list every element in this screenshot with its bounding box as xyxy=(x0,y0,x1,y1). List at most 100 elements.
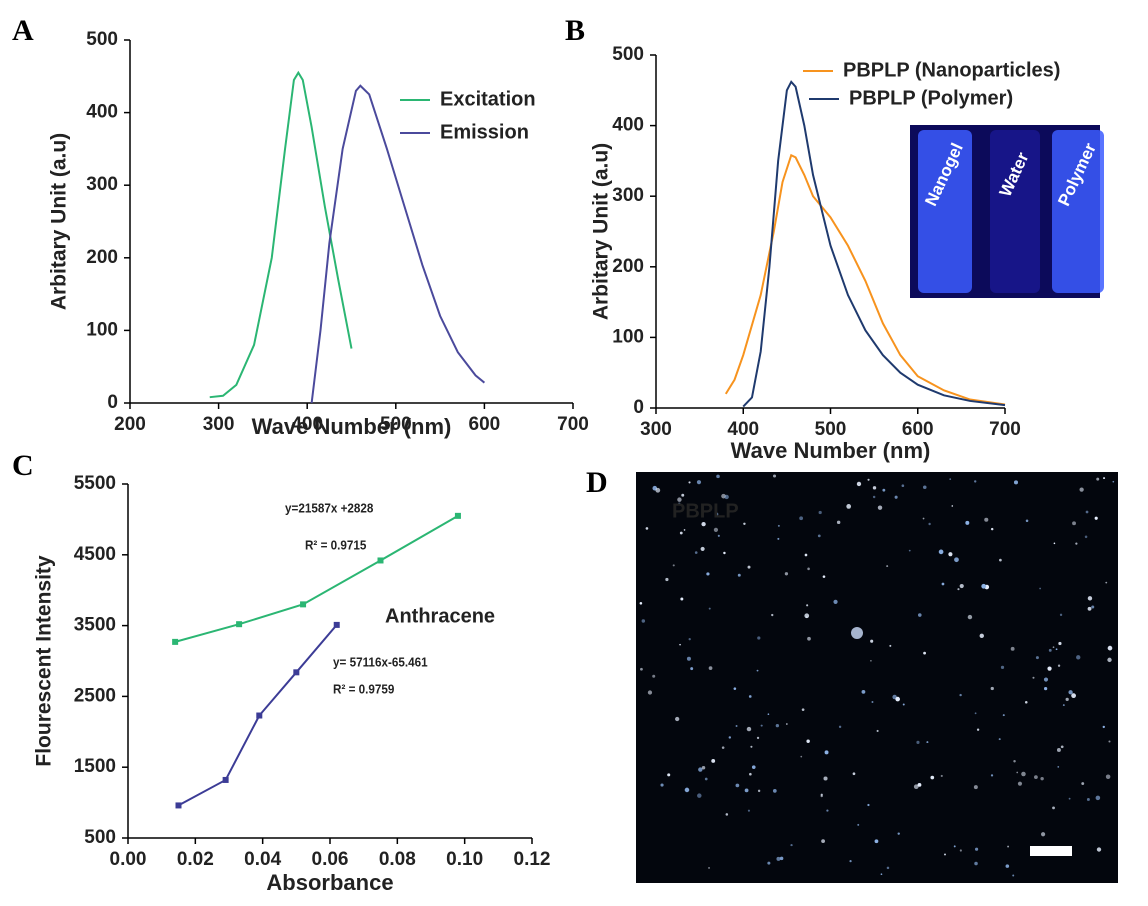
spot xyxy=(1103,477,1106,480)
x-axis-title: Wave Number (nm) xyxy=(252,414,452,439)
y-tick-label: 0 xyxy=(107,392,118,413)
spot xyxy=(990,686,994,691)
spot xyxy=(790,843,793,847)
y-tick-label: 200 xyxy=(86,247,118,268)
spot xyxy=(697,793,702,798)
y-tick-label: 2500 xyxy=(74,685,116,706)
y-tick-label: 400 xyxy=(612,115,644,136)
spot xyxy=(965,520,970,525)
point xyxy=(172,638,179,645)
vial xyxy=(990,130,1040,293)
y-tick-label: 3500 xyxy=(74,615,116,636)
spot xyxy=(807,636,811,641)
spot xyxy=(1016,771,1019,774)
x-tick-label: 0.00 xyxy=(110,849,147,870)
spot xyxy=(1086,797,1090,801)
spot xyxy=(1025,519,1029,522)
x-tick-label: 300 xyxy=(640,419,672,440)
spot xyxy=(721,746,725,749)
spot xyxy=(872,486,877,490)
spot xyxy=(1052,806,1055,810)
spot xyxy=(775,723,780,728)
x-axis-title: Wave Number (nm) xyxy=(731,438,931,463)
x-tick-label: 0.04 xyxy=(244,849,281,870)
point xyxy=(256,712,263,719)
spot xyxy=(1052,646,1055,649)
spot xyxy=(757,636,761,640)
spot xyxy=(975,847,979,851)
spot xyxy=(1072,521,1076,526)
spot xyxy=(800,755,803,758)
spot xyxy=(821,839,825,844)
spot xyxy=(672,564,675,567)
spot xyxy=(949,478,952,480)
spot xyxy=(1047,666,1052,671)
annotation: R² = 0.9715 xyxy=(305,538,367,553)
spot xyxy=(824,750,829,755)
x-tick-label: 200 xyxy=(114,414,146,435)
spot xyxy=(681,493,685,497)
panel-label: B xyxy=(565,14,585,47)
spot xyxy=(667,773,671,777)
spot xyxy=(833,599,838,605)
spot xyxy=(849,860,852,863)
spot xyxy=(641,619,646,623)
spot xyxy=(714,512,719,516)
spot xyxy=(708,607,711,610)
spot xyxy=(806,604,809,607)
point xyxy=(300,601,307,608)
spot xyxy=(822,575,826,578)
spot xyxy=(1108,740,1111,743)
y-tick-label: 4500 xyxy=(74,544,116,565)
y-tick-label: 0 xyxy=(633,397,644,418)
x-tick-label: 0.02 xyxy=(177,849,214,870)
spot xyxy=(1010,646,1015,651)
spot xyxy=(1048,648,1052,652)
spot xyxy=(701,521,706,527)
x-tick-label: 400 xyxy=(291,414,323,435)
spot xyxy=(940,774,943,778)
spot xyxy=(804,613,810,619)
spot xyxy=(917,782,922,787)
spot xyxy=(733,687,737,690)
spot xyxy=(1058,641,1062,646)
x-tick-label: 700 xyxy=(557,414,589,435)
spot xyxy=(1053,542,1056,545)
spot xyxy=(1000,665,1005,669)
spot xyxy=(998,738,1001,741)
spot xyxy=(1102,725,1105,729)
spot xyxy=(917,613,922,617)
y-tick-label: 400 xyxy=(86,102,118,123)
x-tick-label: 300 xyxy=(203,414,235,435)
spot xyxy=(777,537,780,540)
legend-label: Emission xyxy=(440,121,529,143)
spot xyxy=(953,845,956,848)
spot xyxy=(1065,697,1069,701)
spot xyxy=(1091,605,1095,609)
spot xyxy=(1062,704,1065,707)
spot xyxy=(713,527,719,532)
spot xyxy=(737,573,741,577)
spot xyxy=(767,861,771,865)
spot xyxy=(1071,693,1076,699)
spot xyxy=(688,481,691,484)
spot xyxy=(647,690,653,695)
spot xyxy=(756,736,760,740)
spot xyxy=(1055,648,1058,651)
spot xyxy=(747,565,751,569)
spot xyxy=(701,766,706,770)
spot xyxy=(818,510,822,515)
spot xyxy=(1032,676,1035,679)
spot xyxy=(756,669,759,672)
spot xyxy=(1060,745,1064,749)
spot xyxy=(698,767,703,772)
x-tick-label: 0.08 xyxy=(379,849,416,870)
annotation: y= 57116x-65.461 xyxy=(333,655,428,670)
spot xyxy=(913,784,919,790)
spot xyxy=(926,741,929,744)
spot xyxy=(645,527,649,530)
spot xyxy=(1079,487,1084,492)
y-tick-label: 1500 xyxy=(74,756,116,777)
spot xyxy=(1075,542,1078,545)
